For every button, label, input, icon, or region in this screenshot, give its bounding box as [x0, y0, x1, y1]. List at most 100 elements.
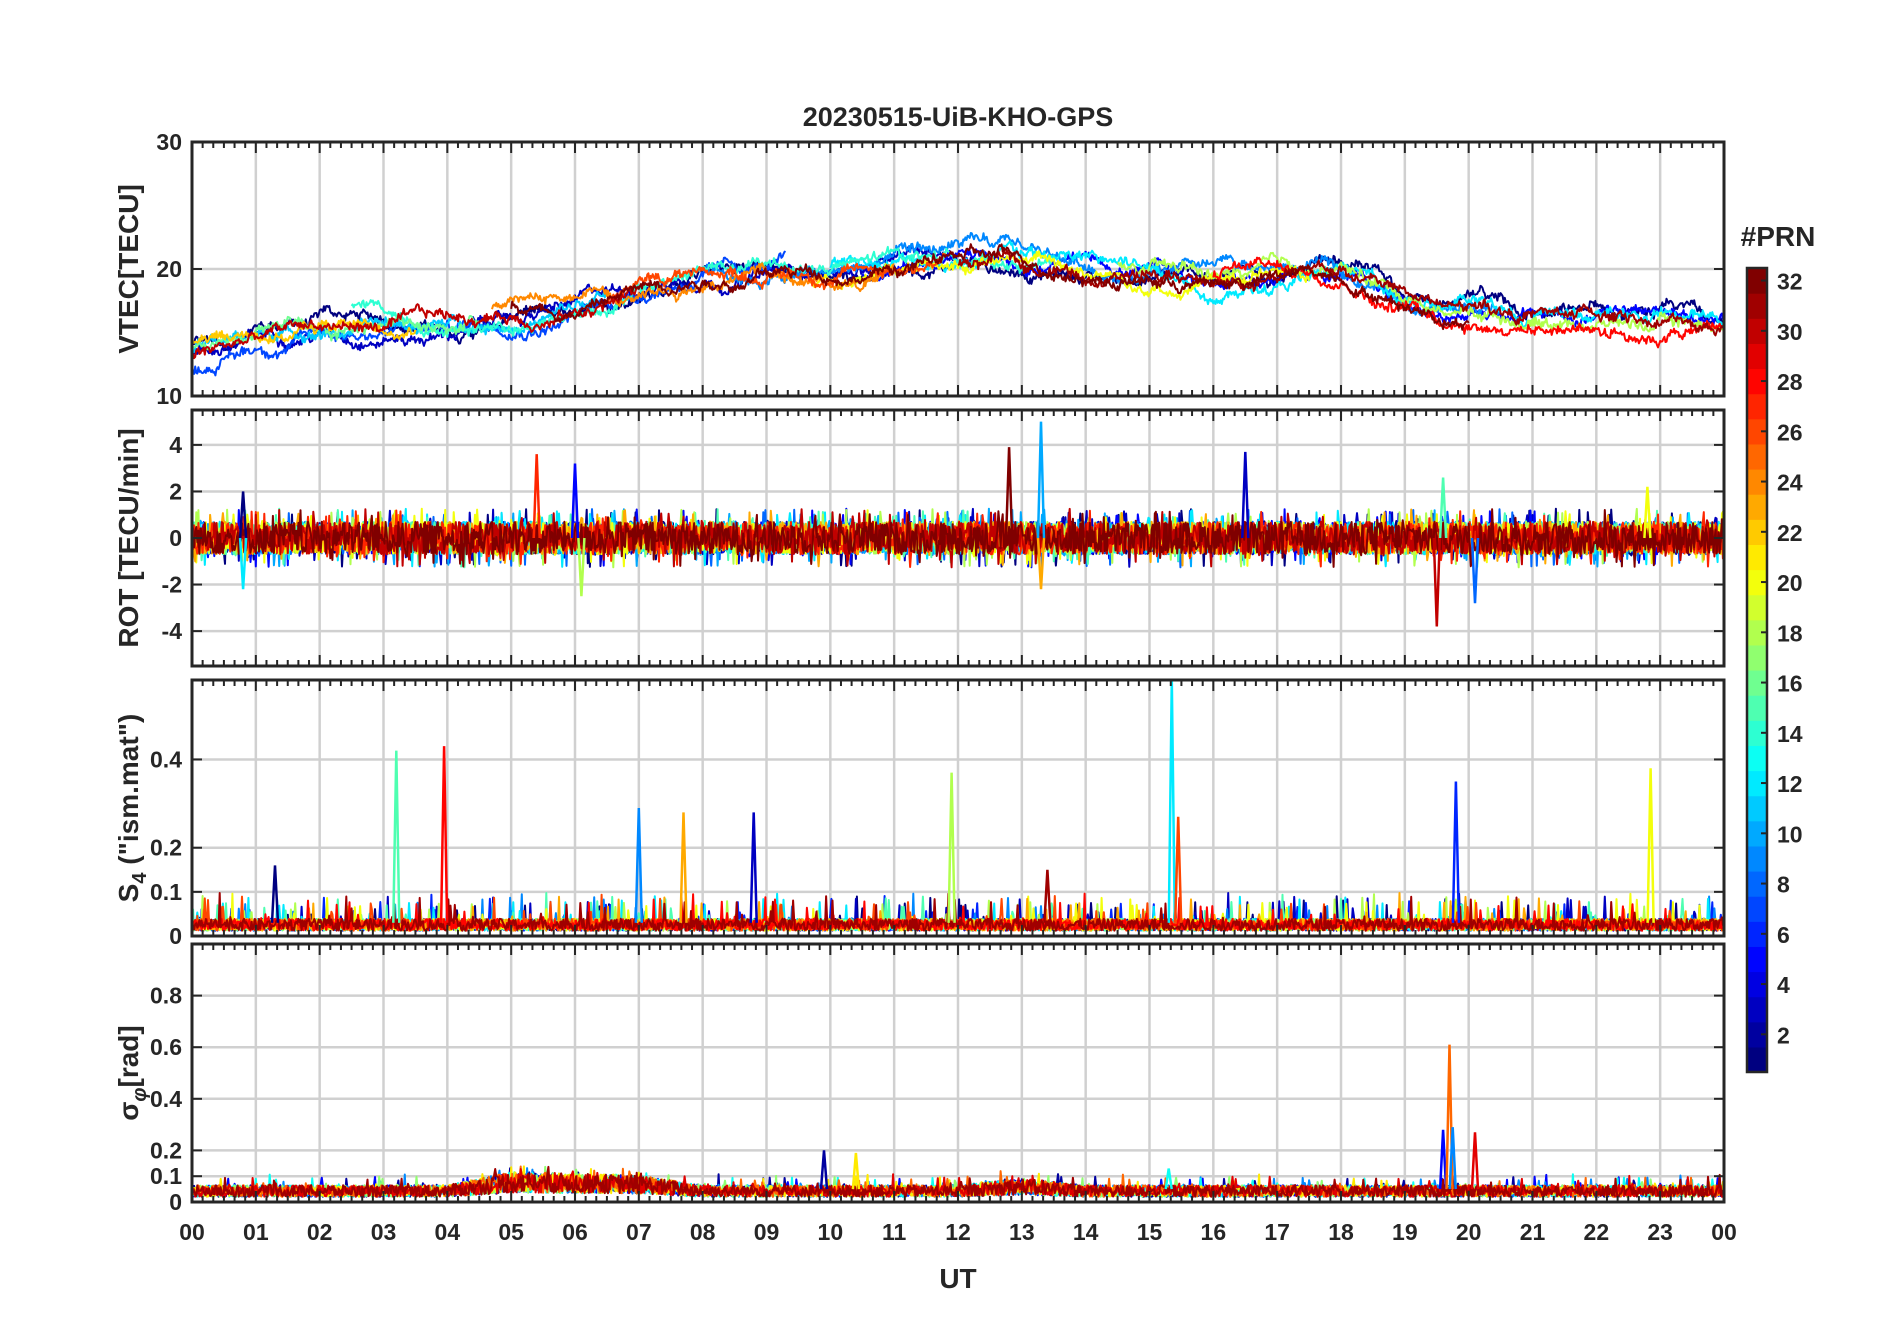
colorbar-tick-label: 6 — [1777, 922, 1790, 948]
colorbar-tick-label: 20 — [1777, 570, 1803, 596]
colorbar-tick-label: 16 — [1777, 671, 1803, 697]
colorbar-segment — [1747, 644, 1767, 671]
spike-mark — [238, 537, 248, 590]
x-tick-label: 19 — [1392, 1219, 1418, 1245]
colorbar-frame — [1745, 266, 1769, 1074]
y-axis-label-main: S — [113, 884, 144, 903]
x-tick-label: 05 — [498, 1219, 524, 1245]
colorbar-tick-label: 22 — [1777, 520, 1803, 546]
x-tick-label: 10 — [818, 1219, 844, 1245]
colorbar-segment — [1747, 845, 1767, 872]
spike-mark — [1643, 486, 1652, 539]
spike-mark — [570, 463, 580, 539]
spike-mark — [1438, 477, 1448, 539]
colorbar-tick-label: 32 — [1777, 269, 1803, 295]
spike-mark — [851, 1152, 861, 1190]
panel-vtec: 10 20 30 VTEC[TECU] — [113, 129, 1726, 409]
series-line-prn-32 — [510, 243, 1470, 331]
y-tick-label: 4 — [169, 432, 182, 458]
x-tick-label: 14 — [1073, 1219, 1099, 1245]
y-axis-label-rot: ROT [TECU/min] — [113, 428, 144, 647]
y-axis-label-sigma_phi: σφ[rad] — [113, 1025, 151, 1120]
spike-mark — [1432, 537, 1442, 627]
spike-mark — [679, 812, 688, 923]
colorbar-segment — [1747, 569, 1767, 596]
y-axis-label-sub: φ — [129, 1088, 151, 1102]
x-tick-label: 00 — [179, 1219, 205, 1245]
spike-mark — [1438, 1129, 1448, 1190]
spike-mark — [1043, 869, 1052, 923]
x-tick-label: 12 — [945, 1219, 971, 1245]
x-tick-label: 00 — [1711, 1219, 1737, 1245]
colorbar-tick-label: 4 — [1777, 972, 1790, 998]
y-tick-label: 10 — [156, 383, 182, 409]
colorbar-segment — [1747, 745, 1767, 772]
y-axis-label-main: σ — [113, 1102, 144, 1121]
colorbar-segment — [1747, 519, 1767, 545]
panel-sigma_phi: 00.10.2 0.4 0.6 0.8 σφ[rad] 00 01 02 03 04 05 06 07 0… — [113, 942, 1737, 1245]
spike-mark — [532, 454, 541, 539]
x-tick-label: 23 — [1647, 1219, 1673, 1245]
colorbar-segment — [1747, 443, 1767, 470]
colorbar-segment — [1747, 871, 1767, 897]
spike-mark — [819, 1150, 829, 1190]
spike-mark — [1241, 451, 1250, 539]
colorbar-segment — [1747, 393, 1767, 420]
x-tick-label: 01 — [243, 1219, 269, 1245]
colorbar-tick-label: 8 — [1777, 872, 1790, 898]
x-tick-label: 09 — [754, 1219, 780, 1245]
spike-mark — [270, 865, 280, 923]
spike-mark — [392, 750, 401, 923]
x-tick-label: 03 — [371, 1219, 397, 1245]
x-tick-label: 15 — [1137, 1219, 1163, 1245]
spike-mark — [1470, 1132, 1480, 1190]
spike-mark — [1036, 537, 1046, 590]
colorbar-segment — [1747, 418, 1767, 445]
colorbar-segment — [1747, 795, 1767, 822]
colorbar-segment — [1747, 368, 1767, 395]
spike-mark — [1036, 421, 1046, 539]
spike-mark — [238, 491, 248, 539]
spike-mark — [1451, 781, 1461, 923]
x-tick-label: 07 — [626, 1219, 652, 1245]
colorbar-segment — [1747, 469, 1767, 495]
y-tick-label: 20 — [156, 256, 182, 282]
x-tick-label: 16 — [1201, 1219, 1227, 1245]
y-tick-label: 30 — [156, 129, 182, 155]
y-tick-label: 0.8 — [150, 983, 182, 1009]
colorbar-title: #PRN — [1741, 221, 1816, 252]
y-tick-label: -4 — [162, 618, 183, 644]
colorbar-segment — [1747, 544, 1767, 571]
colorbar-segment — [1747, 820, 1767, 847]
colorbar-segment — [1747, 318, 1767, 344]
x-tick-label: 13 — [1009, 1219, 1035, 1245]
x-tick-label: 06 — [562, 1219, 588, 1245]
spike-mark — [1173, 816, 1183, 923]
x-tick-label: 04 — [435, 1219, 461, 1245]
series-line-prn-32 — [192, 508, 1724, 568]
x-tick-label: 22 — [1584, 1219, 1610, 1245]
colorbar-segment — [1747, 293, 1767, 319]
colorbar-segment — [1747, 896, 1767, 922]
spike-mark — [1004, 447, 1014, 539]
colorbar-segment — [1747, 670, 1767, 696]
x-tick-label: 11 — [882, 1219, 907, 1245]
colorbar-segment — [1747, 619, 1767, 646]
spike-mark — [749, 812, 758, 923]
colorbar-segment — [1747, 1046, 1767, 1073]
colorbar-segment — [1747, 720, 1767, 746]
x-tick-label: 02 — [307, 1219, 333, 1245]
y-tick-label: -2 — [162, 572, 182, 598]
y-axis-label-rest: [rad] — [113, 1025, 144, 1087]
y-tick-label: 0 — [169, 923, 182, 949]
colorbar-tick-label: 2 — [1777, 1022, 1790, 1048]
spike-mark — [1470, 537, 1480, 604]
colorbar-tick-label: 12 — [1777, 771, 1803, 797]
x-tick-label: 18 — [1328, 1219, 1354, 1245]
spike-mark — [634, 807, 644, 923]
panel-rot: -4 -2 0 2 4 ROT [TECU/min] — [113, 408, 1726, 668]
series-line-prn-22 — [192, 318, 417, 345]
